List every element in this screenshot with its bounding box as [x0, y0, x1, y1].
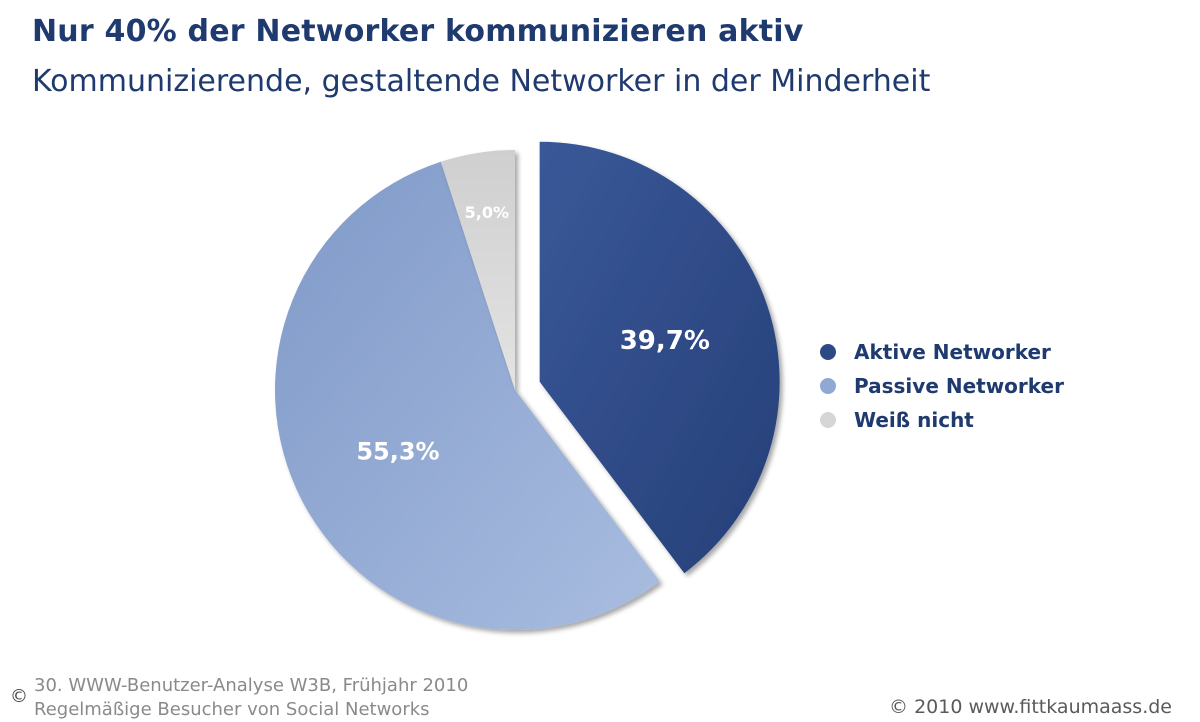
pie-slice-passive-networker [275, 161, 660, 630]
slice-value-label: 39,7% [620, 326, 710, 356]
chart-legend: Aktive Networker Passive Networker Weiß ni… [820, 340, 1064, 432]
legend-marker [820, 412, 836, 428]
chart-subtitle: Kommunizierende, gestaltende Networker i… [32, 64, 931, 99]
legend-label: Passive Networker [854, 374, 1064, 398]
source-note: 30. WWW-Benutzer-Analyse W3B, Frühjahr 2… [34, 674, 468, 722]
slice-value-label: 55,3% [356, 437, 439, 465]
source-line-1: 30. WWW-Benutzer-Analyse W3B, Frühjahr 2… [34, 675, 469, 696]
chart-title: Nur 40% der Networker kommunizieren akti… [32, 14, 804, 49]
source-line-2: Regelmäßige Besucher von Social Networks [34, 699, 430, 720]
legend-marker [820, 378, 836, 394]
copyright-symbol: © [10, 686, 28, 707]
slice-value-label: 5,0% [465, 203, 509, 222]
legend-marker [820, 344, 836, 360]
legend-label: Aktive Networker [854, 340, 1051, 364]
pie-slice-wei-nicht [440, 150, 515, 390]
pie-slice-aktive-networker [539, 141, 780, 574]
copyright-text: © 2010 www.fittkaumaass.de [889, 696, 1172, 718]
legend-label: Weiß nicht [854, 408, 974, 432]
